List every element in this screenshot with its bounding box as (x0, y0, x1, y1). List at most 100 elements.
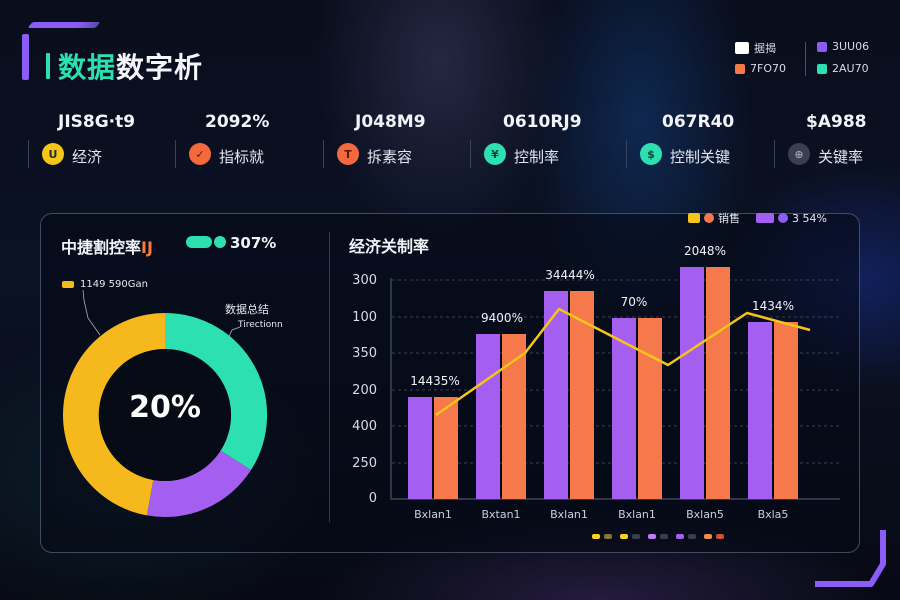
donut-slice-yellow (62, 313, 165, 516)
bar-value-label: 34444% (545, 268, 595, 282)
corner-bracket-decoration (22, 22, 102, 80)
bar-chart-title: 经济关制率 (349, 237, 430, 256)
donut-center-label: 20% (129, 390, 201, 425)
y-tick: 350 (352, 346, 377, 361)
bar-purple (680, 267, 704, 499)
legend-swatch (778, 213, 788, 223)
legend-swatch (704, 213, 714, 223)
donut-chart-title: 中捷割控率IJ (61, 238, 153, 257)
kpi-card[interactable]: JIS8G·t9 U 经济 (28, 112, 178, 172)
kpi-separator (626, 140, 627, 168)
title-rest: 数字析 (116, 51, 204, 84)
bar-group (408, 397, 458, 499)
bar-purple (408, 397, 432, 499)
kpi-separator (175, 140, 176, 168)
kpi-label: 控制率 (514, 148, 560, 166)
title-accent-bar (46, 53, 50, 79)
kpi-card[interactable]: 2092% ✓ 指标就 (175, 112, 325, 172)
dollar-icon: $ (640, 143, 662, 165)
kpi-card[interactable]: 0610RJ9 ¥ 控制率 (470, 112, 620, 172)
kpi-separator (323, 140, 324, 168)
donut-slice-purple (147, 450, 251, 518)
legend-swatch (688, 213, 700, 223)
donut-callout-right-sub: Tirectionn (238, 320, 283, 330)
check-icon: ✓ (189, 143, 211, 165)
y-tick: 200 (352, 383, 377, 398)
header-legend-item: 7FO70 (735, 62, 786, 75)
kpi-label: 拆素容 (367, 148, 413, 166)
kpi-value: J048M9 (355, 112, 426, 132)
kpi-separator (28, 140, 29, 168)
kpi-label: 指标就 (219, 148, 265, 166)
legend-swatch (62, 280, 74, 288)
y-tick: 0 (368, 491, 377, 506)
bar-group (612, 318, 662, 499)
bar-purple (612, 318, 636, 499)
kpi-separator (470, 140, 471, 168)
bar-orange (434, 397, 458, 499)
yen-icon: ¥ (484, 143, 506, 165)
x-tick: Bxlan1 (414, 508, 452, 521)
y-tick: 100 (352, 310, 377, 325)
kpi-value: 067R40 (662, 112, 735, 132)
title-highlight: 数据 (58, 51, 117, 84)
bar-orange (502, 334, 526, 499)
kpi-separator (774, 140, 775, 168)
cube-icon (735, 42, 749, 54)
donut-callout-top: 1149 590Gan (62, 279, 148, 290)
header-legend-item: 2AU70 (817, 62, 869, 75)
legend-swatch (817, 41, 827, 52)
legend-swatch (817, 63, 827, 74)
bar-purple (748, 322, 772, 499)
panel-divider (329, 232, 330, 522)
bar-value-label: 2048% (684, 244, 726, 258)
bar-value-label: 70% (620, 295, 648, 309)
corner-bracket-decoration (815, 530, 886, 587)
bar-group (748, 322, 798, 499)
progress-pill (186, 236, 226, 248)
kpi-value: 2092% (205, 112, 270, 132)
x-tick: Bxlan1 (618, 508, 656, 521)
bar-orange (774, 322, 798, 499)
legend-swatch (756, 213, 774, 223)
bar-purple (544, 291, 568, 499)
x-tick: Bxlan5 (686, 508, 724, 521)
kpi-label: 关键率 (818, 148, 864, 166)
bar-orange (706, 267, 730, 499)
donut-chart[interactable] (60, 310, 270, 520)
bar-chart-legend: 销售 3 54% (688, 210, 827, 226)
kpi-label: 控制关键 (670, 148, 731, 166)
y-tick: 400 (352, 419, 377, 434)
legend-divider (805, 42, 806, 76)
kpi-card[interactable]: $A988 ⊕ 关键率 (774, 112, 900, 172)
lock-icon: ⊕ (788, 143, 810, 165)
kpi-label: 经济 (72, 148, 103, 166)
bar-value-label: 9400% (481, 311, 523, 325)
bar-purple (476, 334, 500, 499)
x-tick: Bxla5 (757, 508, 789, 521)
pagination-dots[interactable] (592, 534, 724, 539)
kpi-card[interactable]: J048M9 T 拆素容 (323, 112, 473, 172)
trend-line (435, 307, 811, 417)
kpi-value: $A988 (806, 112, 867, 132)
coin-icon: U (42, 143, 64, 165)
page-title: 数据 数字析 (46, 46, 203, 86)
kpi-row: JIS8G·t9 U 经济 2092% ✓ 指标就 J048M9 T 拆素容 0… (20, 112, 880, 172)
x-tick: Bxlan1 (550, 508, 588, 521)
tag-icon: T (337, 143, 359, 165)
y-tick: 300 (352, 273, 377, 288)
header-legend-item: 据揭 (735, 40, 776, 56)
header-legend: 据揭 7FO70 3UU06 2AU70 (735, 38, 885, 80)
donut-callout-right-title: 数据总结 (225, 303, 269, 316)
kpi-value: 0610RJ9 (503, 112, 582, 132)
kpi-value: JIS8G·t9 (58, 112, 136, 132)
bar-value-label: 1434% (752, 299, 794, 313)
bar-group (680, 267, 730, 499)
kpi-card[interactable]: 067R40 $ 控制关键 (626, 112, 776, 172)
pill-percent: 307% (230, 234, 277, 252)
donut-slice-teal (165, 312, 268, 470)
y-tick: 250 (352, 456, 377, 471)
title-mark: IJ (141, 238, 153, 257)
bar-value-label: 14435% (410, 374, 460, 388)
